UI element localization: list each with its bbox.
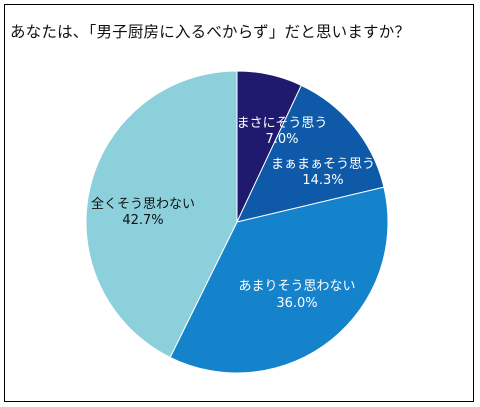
slice-label: 全くそう思わない <box>91 196 195 212</box>
slice-value-label: 36.0% <box>276 296 317 311</box>
pie-slice <box>85 70 238 359</box>
pie-slice <box>169 186 389 374</box>
slice-value-label: 42.7% <box>122 213 163 228</box>
slice-value-label: 7.0% <box>265 132 298 147</box>
slice-value-label: 14.3% <box>302 173 343 188</box>
pie-slice <box>236 84 385 223</box>
slice-label: まぁまぁそう思う <box>271 157 375 172</box>
chart-title: あなたは、「男子厨房に入るべからず」だと思いますか？ <box>10 23 411 41</box>
slice-label: まさにそう思う <box>237 116 328 131</box>
slice-label: あまりそう思わない <box>238 279 355 294</box>
